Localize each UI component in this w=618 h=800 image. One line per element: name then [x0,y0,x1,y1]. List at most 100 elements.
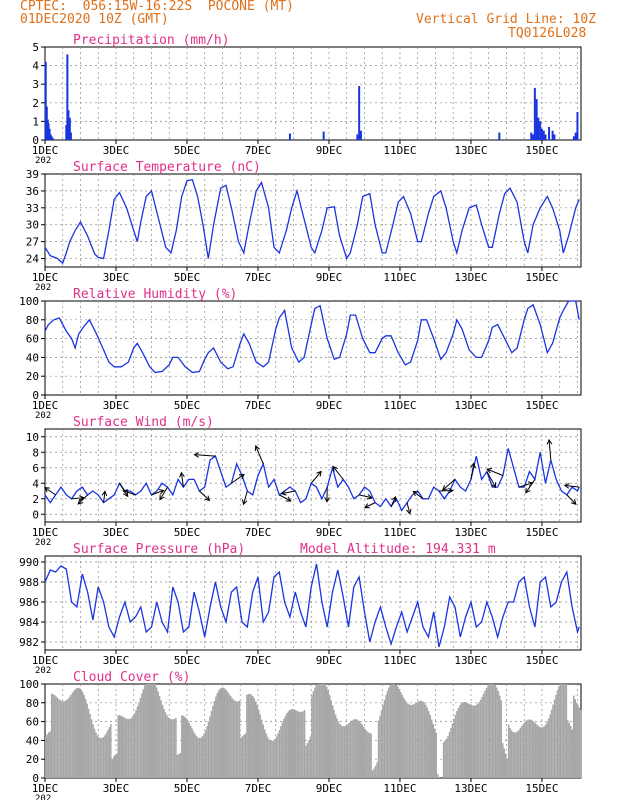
panel-frame [44,173,582,268]
cloud-bar [468,703,470,778]
precip-bar [358,86,361,140]
cloud-bar [444,740,446,778]
cloud-bar [253,698,256,778]
precip-bar [65,125,68,140]
wind-arrow-shaft [281,490,296,495]
x-axis-year-fragment: 202 [35,156,51,166]
cloud-bar [216,693,219,778]
y-tick-label: 27 [26,236,39,249]
cloud-bar [266,736,269,778]
cloud-bar [414,703,417,778]
precip-bar [548,126,551,140]
cloud-bar [105,732,108,778]
cloud-bar [398,688,400,778]
wind-arrow-head [204,495,211,502]
cloud-bar [425,704,427,778]
wind-arrow-head [470,462,476,469]
cloud-bar [228,693,230,778]
cloud-bar [70,694,72,778]
cloud-bar [345,725,347,778]
cloud-bar [166,715,168,778]
y-tick-label: 36 [26,185,39,198]
wind-arrow-shaft [359,494,372,499]
cloud-bar [71,692,74,778]
cloud-bar [289,709,291,778]
cloud-bar [203,733,205,778]
y-tick-label: 100 [19,295,39,308]
x-tick-label: 9DEC [316,654,343,667]
cloud-bar [235,701,238,778]
wind-arrow-shaft [194,454,216,457]
cloud-bar [73,690,75,778]
y-tick-label: 80 [26,314,39,327]
cloud-bar [493,684,495,778]
cloud-bar [442,742,445,778]
wind-arrow [470,462,476,480]
x-tick-label: 9DEC [316,526,343,539]
cloud-bar [558,686,560,778]
header-date-line: 01DEC2020 10Z (GMT) [20,12,169,27]
cloud-bar [534,722,537,778]
wind-arrow-head [122,489,129,495]
precip-bar [572,136,575,140]
cloud-bar [518,729,520,778]
cloud-bar [257,709,260,778]
cloud-bar [311,694,313,778]
wind-arrow-head [285,496,292,502]
cloud-bar [115,753,118,778]
cloud-bar [312,691,315,778]
x-tick-label: 11DEC [383,654,416,667]
x-tick-label: 3DEC [103,782,130,795]
cloud-bar [550,709,553,778]
cloud-bar [308,739,310,778]
wind-arrow-head [391,495,397,502]
y-tick-label: 20 [26,753,39,766]
wind-arrow-shaft [412,491,424,500]
x-tick-label: 15DEC [525,654,558,667]
cloud-bar [436,773,439,778]
cloud-bar [340,725,343,778]
wind-arrow-shaft [199,490,210,501]
cloud-bar [355,719,358,778]
wind-arrow-head [406,508,412,515]
cloud-bar [385,695,387,778]
y-tick-label: 982 [19,636,39,649]
cloud-bar [571,729,574,778]
wind-arrow [412,490,424,500]
cloud-bar [147,684,149,778]
cloud-bar [56,697,59,778]
cloud-bar [260,719,263,778]
cloud-bar [365,730,368,778]
precip-bar [49,134,52,140]
cloud-bar [531,720,534,778]
precip-bar [356,134,359,140]
cloud-bar [422,701,424,778]
cloud-bar [504,753,507,778]
cloud-bar [225,689,227,778]
wind-arrow-head [486,468,493,474]
panel-frame [44,428,582,523]
cloud-bar [104,735,106,778]
y-tick-label: 988 [19,576,39,589]
wind-arrow [324,487,330,503]
cloud-bar [99,738,102,778]
y-tick-label: 8 [32,446,39,459]
cloud-bar [538,726,541,778]
cloud-bar [397,686,399,778]
wind-arrow-head [193,452,200,458]
precip-bar [498,132,501,140]
cloud-bar [158,695,161,778]
cloud-bar [552,704,554,778]
cloud-bar [277,733,279,778]
y-tick-label: 1 [32,115,39,128]
cloud-bar [404,700,406,778]
cloud-bar [358,720,361,778]
cloud-bar [348,723,350,778]
wind-arrow-head [316,470,322,477]
wind-arrow [44,487,56,496]
series-line [44,178,580,265]
panel-frame [44,46,582,141]
cloud-bar [472,705,474,778]
cloud-bar [120,715,122,778]
